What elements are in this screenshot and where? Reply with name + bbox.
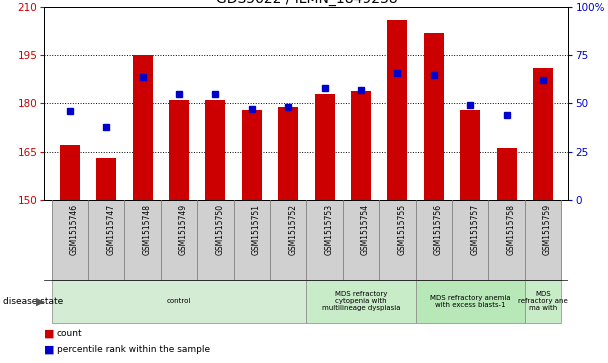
Text: GSM1515750: GSM1515750 bbox=[215, 204, 224, 255]
Text: MDS refractory anemia
with excess blasts-1: MDS refractory anemia with excess blasts… bbox=[430, 295, 511, 308]
Bar bbox=[270, 200, 306, 280]
Bar bbox=[452, 200, 488, 280]
Bar bbox=[488, 200, 525, 280]
Text: MDS
refractory ane
ma with: MDS refractory ane ma with bbox=[518, 291, 568, 311]
Bar bbox=[125, 200, 161, 280]
Bar bbox=[379, 200, 416, 280]
Text: GSM1515756: GSM1515756 bbox=[434, 204, 443, 255]
Bar bbox=[169, 100, 189, 200]
Bar bbox=[206, 100, 226, 200]
Text: GSM1515758: GSM1515758 bbox=[506, 204, 516, 254]
Text: GSM1515751: GSM1515751 bbox=[252, 204, 261, 254]
Bar bbox=[416, 280, 525, 323]
Bar bbox=[242, 110, 262, 200]
Bar bbox=[525, 200, 561, 280]
Bar bbox=[460, 110, 480, 200]
Text: GSM1515757: GSM1515757 bbox=[470, 204, 479, 255]
Text: GSM1515747: GSM1515747 bbox=[106, 204, 116, 255]
Text: MDS refractory
cytopenia with
multilineage dysplasia: MDS refractory cytopenia with multilinea… bbox=[322, 291, 400, 311]
Bar bbox=[306, 200, 343, 280]
Text: ■: ■ bbox=[44, 344, 55, 354]
Text: control: control bbox=[167, 298, 192, 304]
Bar bbox=[314, 94, 334, 200]
Bar bbox=[197, 200, 233, 280]
Text: GSM1515753: GSM1515753 bbox=[325, 204, 334, 255]
Bar bbox=[133, 55, 153, 200]
Text: GSM1515749: GSM1515749 bbox=[179, 204, 188, 255]
Bar bbox=[497, 148, 517, 200]
Text: GSM1515759: GSM1515759 bbox=[543, 204, 552, 255]
Bar bbox=[533, 68, 553, 200]
Bar bbox=[60, 145, 80, 200]
Bar bbox=[351, 91, 371, 200]
Bar bbox=[52, 200, 88, 280]
Text: GSM1515746: GSM1515746 bbox=[70, 204, 79, 255]
Bar bbox=[96, 158, 116, 200]
Text: count: count bbox=[57, 329, 82, 338]
Bar bbox=[306, 280, 416, 323]
Text: disease state: disease state bbox=[3, 297, 63, 306]
Text: GSM1515755: GSM1515755 bbox=[398, 204, 406, 255]
Title: GDS5622 / ILMN_1849238: GDS5622 / ILMN_1849238 bbox=[216, 0, 397, 6]
Bar bbox=[387, 20, 407, 200]
Text: GSM1515754: GSM1515754 bbox=[361, 204, 370, 255]
Bar bbox=[161, 200, 197, 280]
Text: GSM1515748: GSM1515748 bbox=[143, 204, 151, 254]
Bar bbox=[233, 200, 270, 280]
Bar bbox=[424, 33, 444, 200]
Bar bbox=[278, 107, 299, 200]
Bar bbox=[343, 200, 379, 280]
Text: percentile rank within the sample: percentile rank within the sample bbox=[57, 345, 210, 354]
Bar bbox=[88, 200, 125, 280]
Bar bbox=[525, 280, 561, 323]
Bar bbox=[416, 200, 452, 280]
Text: ■: ■ bbox=[44, 328, 55, 338]
Bar bbox=[52, 280, 306, 323]
Text: ▶: ▶ bbox=[36, 296, 44, 306]
Text: GSM1515752: GSM1515752 bbox=[288, 204, 297, 254]
